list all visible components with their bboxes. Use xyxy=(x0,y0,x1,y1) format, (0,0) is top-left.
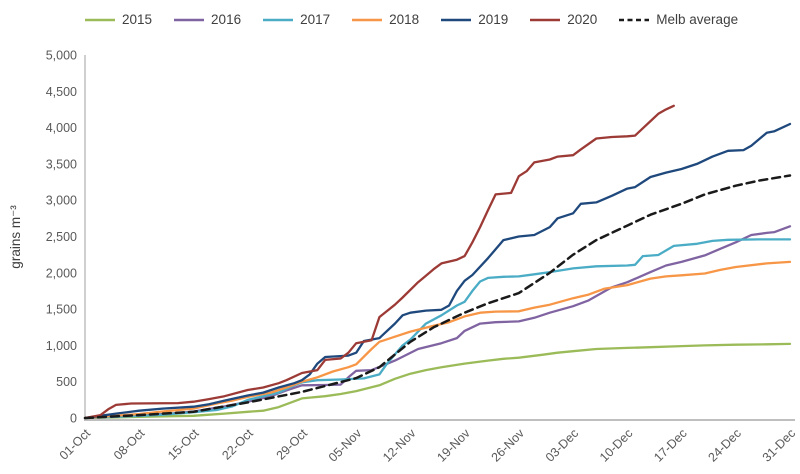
x-tick-label: 01-Oct xyxy=(57,426,94,463)
chart-legend: 2015 2016 2017 2018 2019 2020 Melb average xyxy=(84,12,738,27)
legend-swatch-solid-line xyxy=(174,18,205,21)
y-axis-tick-labels: 0 500 1,000 1,500 2,000 2,500 3,000 3,500 4,000 4… xyxy=(46,49,77,426)
x-tick-label: 29-Oct xyxy=(274,426,311,463)
x-tick-label: 08-Oct xyxy=(111,426,148,463)
legend-swatch-solid-line xyxy=(530,18,561,21)
x-tick-label: 26-Nov xyxy=(489,426,528,465)
x-tick-label: 22-Oct xyxy=(219,426,256,463)
y-tick-label: 3,500 xyxy=(46,157,77,171)
legend-swatch-solid-line xyxy=(441,18,472,21)
y-tick-label: 1,000 xyxy=(46,339,77,353)
y-tick-label: 4,500 xyxy=(46,85,77,99)
legend-label: 2016 xyxy=(211,12,242,27)
data-series-lines xyxy=(83,104,792,420)
y-tick-label: 1,500 xyxy=(46,303,77,317)
legend-label: 2018 xyxy=(389,12,420,27)
axis-lines xyxy=(84,55,795,421)
x-tick-label: 12-Nov xyxy=(380,426,419,465)
series-line-2016 xyxy=(83,225,792,420)
y-tick-label: 2,000 xyxy=(46,266,77,280)
series-line-2020 xyxy=(83,104,675,420)
series-line-2018 xyxy=(83,260,792,420)
x-tick-label: 03-Dec xyxy=(543,426,581,464)
y-tick-label: 500 xyxy=(56,375,77,389)
x-tick-label: 31-Dec xyxy=(760,426,798,464)
x-tick-label: 24-Dec xyxy=(705,426,743,464)
x-tick-label: 17-Dec xyxy=(651,426,689,464)
legend-label: 2017 xyxy=(300,12,331,27)
legend-item-2015: 2015 xyxy=(84,12,152,27)
y-tick-label: 3,000 xyxy=(46,194,77,208)
legend-item-melb-average: Melb average xyxy=(618,12,738,27)
legend-label: 2020 xyxy=(567,12,598,27)
legend-swatch-dashed-line xyxy=(619,18,650,21)
legend-swatch-solid-line xyxy=(85,18,115,21)
y-tick-label: 2,500 xyxy=(46,230,77,244)
x-axis-tick-labels: 01-Oct 08-Oct 15-Oct 22-Oct 29-Oct 05-Nov 12-N… xyxy=(57,426,798,465)
legend-swatch-solid-line xyxy=(263,18,294,21)
y-axis-title: grains m⁻³ xyxy=(8,205,23,269)
x-tick-label: 10-Dec xyxy=(597,426,635,464)
y-tick-label: 0 xyxy=(70,412,77,426)
legend-item-2019: 2019 xyxy=(440,12,508,27)
legend-item-2018: 2018 xyxy=(351,12,419,27)
x-tick-label: 05-Nov xyxy=(326,426,365,465)
y-tick-label: 4,000 xyxy=(46,121,77,135)
x-tick-label: 15-Oct xyxy=(165,426,202,463)
legend-item-2017: 2017 xyxy=(262,12,330,27)
series-line-2015 xyxy=(83,342,792,420)
legend-swatch-solid-line xyxy=(352,18,383,21)
legend-item-2016: 2016 xyxy=(173,12,241,27)
series-line-2019 xyxy=(83,122,792,420)
legend-label: 2015 xyxy=(122,12,153,27)
series-line-melb-average xyxy=(83,174,792,420)
legend-item-2020: 2020 xyxy=(529,12,597,27)
series-line-2017 xyxy=(83,238,792,420)
legend-label: 2019 xyxy=(478,12,509,27)
y-tick-label: 5,000 xyxy=(46,49,77,63)
x-tick-label: 19-Nov xyxy=(434,426,473,465)
legend-label: Melb average xyxy=(656,12,739,27)
